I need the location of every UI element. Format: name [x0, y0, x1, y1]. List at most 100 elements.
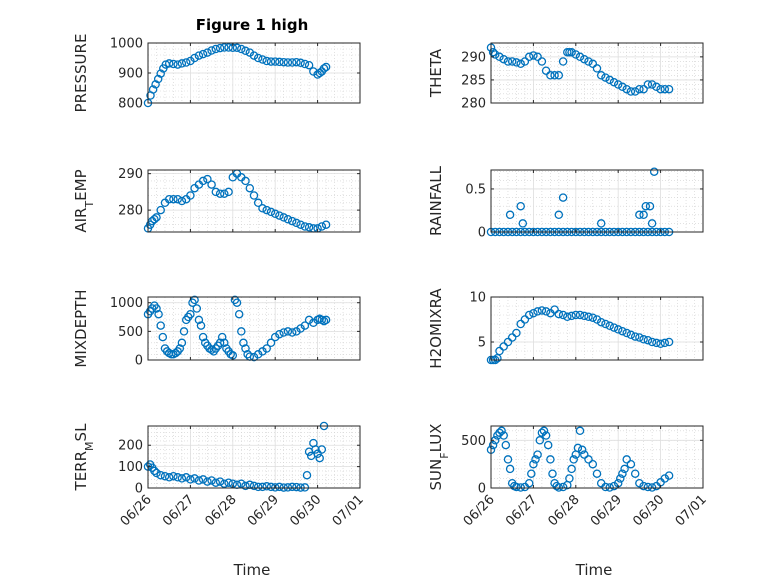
data-point [558, 193, 568, 202]
data-point [169, 194, 178, 204]
data-point [148, 85, 158, 94]
data-point [505, 210, 515, 220]
data-point [569, 455, 578, 464]
data-point [237, 327, 246, 336]
data-point [175, 344, 185, 353]
data-point [618, 326, 627, 336]
data-point [571, 50, 581, 59]
data-point [309, 318, 318, 328]
data-point [660, 474, 670, 483]
data-point [190, 474, 199, 483]
x-tick-label: 07/01 [330, 492, 367, 529]
data-point [546, 71, 555, 80]
data-point [198, 49, 208, 59]
data-point [516, 319, 525, 329]
data-point [304, 60, 314, 70]
subplot-pressure: 800 900 1000 PRESSURE [72, 34, 361, 112]
data-point [192, 304, 202, 313]
data-point [592, 315, 602, 324]
data-point [258, 55, 267, 64]
data-point [516, 59, 525, 69]
data-point [609, 77, 619, 87]
data-point [503, 57, 513, 66]
data-point [164, 194, 174, 204]
data-point [567, 464, 576, 474]
data-point [160, 471, 170, 481]
data-point [618, 82, 627, 92]
data-point [605, 321, 614, 331]
data-point [283, 327, 293, 336]
data-point [177, 196, 187, 206]
data-point [622, 328, 631, 338]
data-point [554, 309, 564, 319]
data-point [224, 478, 233, 487]
data-point [186, 309, 195, 319]
data-point [190, 53, 199, 63]
data-point [186, 191, 195, 200]
x-tick-label: 06/30 [630, 492, 667, 529]
data-point [588, 59, 598, 69]
data-point [275, 211, 284, 220]
data-point [497, 426, 506, 436]
data-point [211, 187, 221, 197]
data-point [524, 52, 534, 62]
y-tick-label: 0 [135, 482, 143, 497]
data-point [520, 315, 530, 324]
data-point [194, 51, 204, 60]
data-point [220, 479, 229, 488]
subplot-air: 280 290 AIRTEMP [72, 167, 361, 233]
data-point [292, 482, 301, 492]
data-point [577, 445, 587, 455]
x-tick-label: 06/29 [588, 492, 625, 529]
y-tick-label: 1000 [110, 37, 143, 52]
data-point [501, 440, 511, 450]
data-point [529, 308, 538, 318]
axes-box [490, 296, 704, 361]
data-point [635, 84, 644, 94]
y-axis-label: SUNFLUX [427, 424, 451, 491]
data-point [321, 220, 331, 229]
subplot-rainfall: 0 0.5 RAINFALL [427, 165, 704, 241]
data-point [181, 58, 191, 67]
data-point [645, 201, 655, 211]
x-tick-label: 07/01 [673, 492, 710, 529]
data-point [639, 84, 648, 94]
data-point [156, 69, 165, 78]
data-point [262, 482, 271, 491]
data-point [241, 46, 250, 56]
data-point [215, 477, 225, 486]
data-point [171, 348, 180, 358]
data-point [224, 43, 233, 52]
subplot-theta: 280 285 290 THETA [427, 42, 704, 112]
data-point [275, 57, 284, 67]
data-point [296, 58, 305, 68]
data-point [194, 476, 204, 485]
x-axis-label-right: Time [575, 561, 613, 579]
axes-box [147, 169, 361, 233]
data-point [237, 479, 246, 488]
data-point [652, 338, 661, 348]
data-point [249, 481, 259, 491]
data-point [292, 327, 301, 336]
data-point [304, 223, 314, 232]
data-point [279, 57, 288, 67]
data-point [596, 71, 606, 80]
data-point [558, 310, 568, 320]
data-point [262, 344, 271, 353]
data-point [580, 54, 589, 64]
data-point [495, 52, 504, 62]
data-point [321, 315, 331, 325]
data-point [245, 183, 255, 193]
y-tick-label: 290 [461, 50, 486, 65]
data-point [319, 64, 329, 73]
data-point [643, 335, 653, 345]
x-tick-label: 06/27 [160, 492, 197, 529]
data-point [279, 213, 288, 222]
data-point [565, 474, 574, 483]
data-point [232, 43, 242, 53]
data-point [580, 311, 589, 321]
data-point [635, 210, 644, 220]
plot-area [148, 297, 360, 360]
data-point [531, 455, 540, 464]
axes-box [490, 169, 704, 233]
